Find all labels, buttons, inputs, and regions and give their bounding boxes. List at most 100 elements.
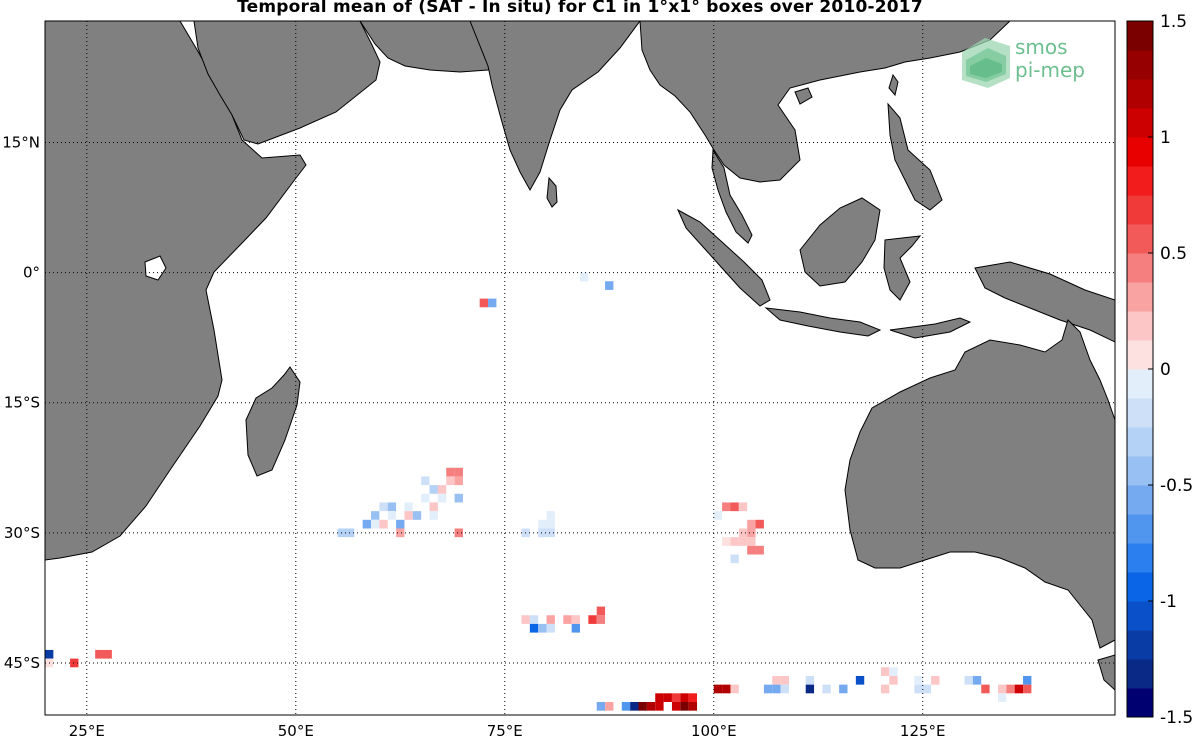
data-cell bbox=[396, 528, 405, 538]
data-cell bbox=[421, 493, 430, 503]
colorbar-step bbox=[1127, 427, 1153, 457]
colorbar-step bbox=[1127, 659, 1153, 689]
colorbar-step bbox=[1127, 224, 1153, 254]
data-cell bbox=[805, 684, 815, 694]
colorbar-tick-label: -0.5 bbox=[1160, 476, 1193, 496]
data-cell bbox=[546, 511, 555, 520]
colorbar-step bbox=[1127, 456, 1153, 486]
longitude-label: 25°E bbox=[69, 722, 105, 738]
data-cell bbox=[454, 467, 463, 477]
land-sumatra bbox=[676, 208, 771, 307]
colorbar-step bbox=[1127, 630, 1153, 660]
colorbar-step bbox=[1127, 572, 1153, 602]
data-cell bbox=[95, 649, 104, 659]
land-java bbox=[764, 307, 882, 337]
colorbar-tick-label: -1.5 bbox=[1160, 708, 1193, 728]
land-hainan bbox=[794, 87, 813, 105]
data-cell bbox=[454, 493, 463, 503]
longitude-labels: 25°E 50°E 75°E 100°E 125°E bbox=[69, 722, 946, 738]
data-cell bbox=[379, 519, 388, 529]
data-cell bbox=[412, 511, 422, 520]
land-malay-peninsula bbox=[711, 148, 753, 244]
data-cell bbox=[671, 701, 681, 711]
longitude-label: 50°E bbox=[278, 722, 314, 738]
data-cell bbox=[371, 511, 380, 520]
data-cell bbox=[387, 502, 397, 512]
data-cell bbox=[822, 684, 831, 694]
data-cell bbox=[429, 511, 438, 520]
colorbar bbox=[1127, 21, 1153, 718]
data-cell bbox=[997, 693, 1007, 702]
data-cell bbox=[638, 701, 647, 711]
data-cell bbox=[538, 528, 547, 538]
data-cell bbox=[914, 675, 923, 685]
lake-victoria bbox=[144, 255, 167, 281]
colorbar-step bbox=[1127, 514, 1153, 544]
longitude-label: 100°E bbox=[691, 722, 737, 738]
colorbar-tick-label: 0.5 bbox=[1160, 244, 1187, 264]
latitude-label: 0° bbox=[23, 264, 40, 282]
data-cell bbox=[713, 684, 723, 694]
data-cell bbox=[70, 658, 79, 668]
data-cell bbox=[655, 693, 664, 702]
data-cell bbox=[671, 693, 681, 702]
data-cell bbox=[538, 623, 547, 633]
land-india bbox=[469, 21, 641, 192]
data-cell bbox=[772, 675, 781, 685]
data-cell bbox=[454, 476, 463, 486]
data-cell bbox=[964, 675, 973, 685]
land-sri-lanka bbox=[546, 176, 558, 208]
logo-line1: smos bbox=[1015, 35, 1068, 59]
data-cell bbox=[655, 701, 664, 711]
data-cell bbox=[839, 684, 848, 694]
latitude-label: 30°S bbox=[4, 524, 40, 542]
data-cell bbox=[780, 684, 789, 694]
logo-line2: pi-mep bbox=[1015, 58, 1085, 82]
latitude-label: 15°N bbox=[2, 133, 40, 151]
data-cell bbox=[45, 649, 54, 659]
data-cell bbox=[922, 684, 932, 694]
colorbar-step bbox=[1127, 398, 1153, 428]
data-cell bbox=[755, 519, 764, 529]
data-cell bbox=[437, 493, 447, 503]
colorbar-labels: 1.5 1 0.5 0 -0.5 -1 -1.5 bbox=[1148, 12, 1193, 728]
data-cell bbox=[571, 615, 580, 624]
data-cell bbox=[680, 693, 689, 702]
data-cell bbox=[747, 545, 756, 555]
data-cell bbox=[103, 649, 112, 659]
colorbar-step bbox=[1127, 340, 1153, 370]
data-cell bbox=[1023, 675, 1032, 685]
data-cell bbox=[889, 675, 898, 685]
colorbar-tick-label: 0 bbox=[1160, 360, 1171, 380]
data-cell bbox=[663, 693, 672, 702]
data-cell bbox=[446, 476, 455, 486]
data-cell bbox=[730, 537, 739, 546]
land-australia bbox=[844, 319, 1115, 649]
data-cell bbox=[345, 528, 355, 538]
colorbar-tick-label: -1 bbox=[1160, 592, 1177, 612]
data-cell bbox=[747, 519, 756, 529]
data-cell bbox=[446, 467, 455, 477]
longitude-label: 75°E bbox=[487, 722, 523, 738]
data-cell bbox=[387, 511, 397, 520]
data-cell bbox=[630, 701, 639, 711]
data-cell bbox=[914, 684, 923, 694]
longitude-label: 125°E bbox=[900, 722, 946, 738]
colorbar-step bbox=[1127, 253, 1153, 283]
data-cell bbox=[981, 684, 990, 694]
data-cell bbox=[521, 615, 530, 624]
latitude-labels: 15°N 0° 15°S 30°S 45°S bbox=[2, 133, 40, 672]
data-cell bbox=[972, 675, 982, 685]
land-philippines bbox=[887, 102, 943, 211]
data-cell bbox=[362, 519, 372, 529]
data-cell bbox=[931, 675, 940, 685]
data-cell bbox=[546, 528, 555, 538]
data-cell bbox=[730, 554, 739, 564]
data-cell bbox=[588, 615, 597, 624]
data-cell bbox=[713, 511, 723, 520]
data-cell bbox=[738, 528, 748, 538]
data-cell bbox=[429, 502, 438, 512]
data-cell bbox=[722, 684, 731, 694]
colorbar-step bbox=[1127, 601, 1153, 631]
chart-title: Temporal mean of (SAT - In situ) for C1 … bbox=[237, 0, 923, 17]
